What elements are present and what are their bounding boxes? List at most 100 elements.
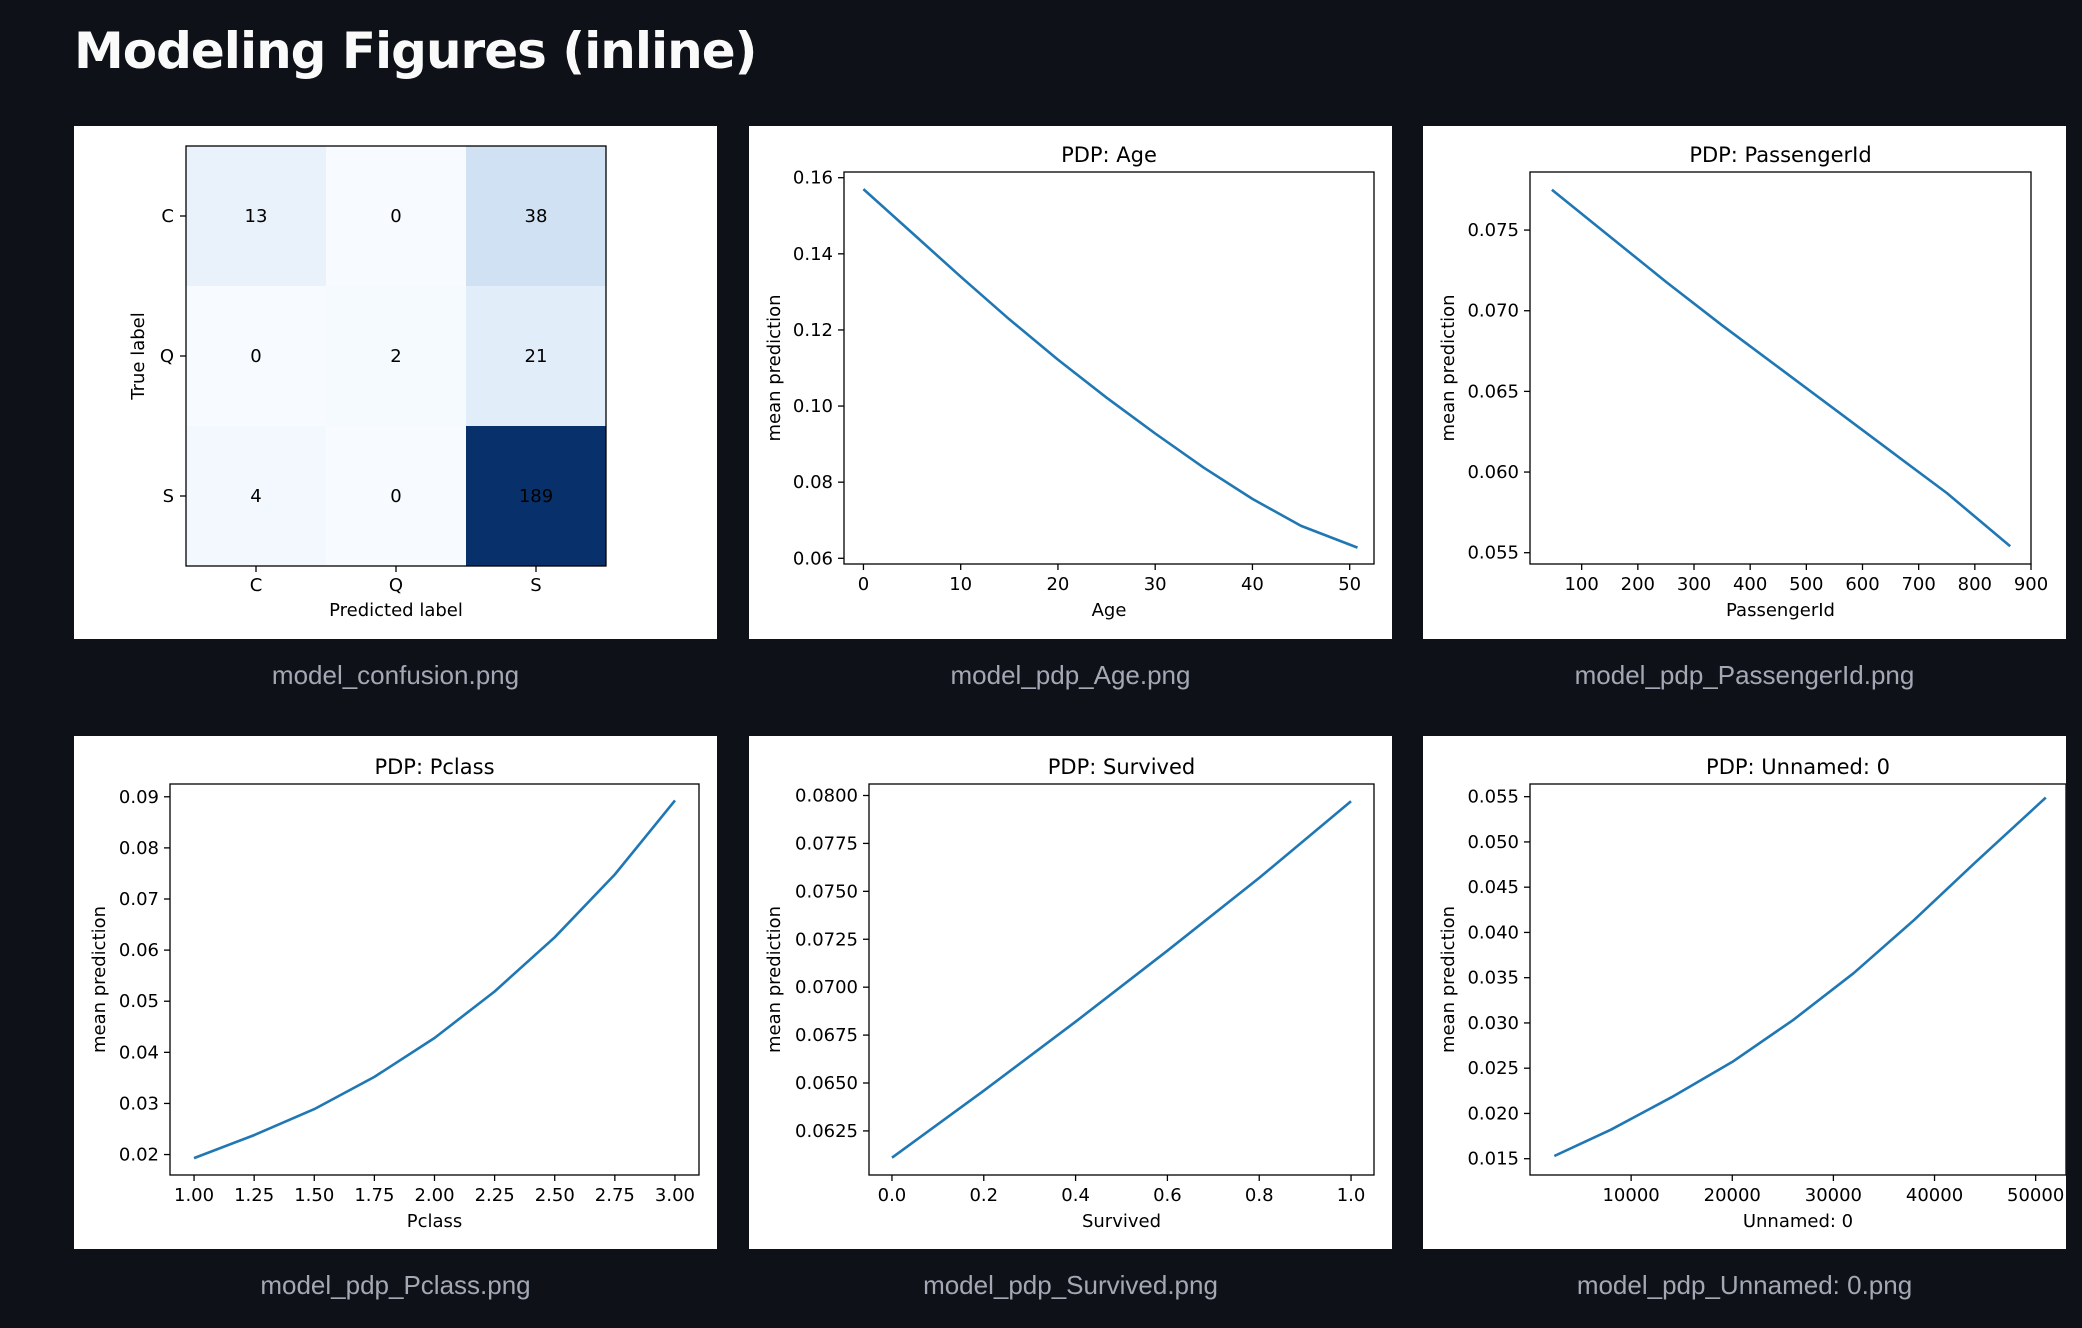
- y-tick-label: 0.04: [119, 1042, 159, 1063]
- y-tick-label: 0.12: [793, 320, 833, 341]
- y-tick-label: 0.07: [119, 889, 159, 910]
- x-tick-label: 30: [1144, 574, 1167, 595]
- y-tick-label: 0.14: [793, 244, 833, 265]
- y-tick-label: 0.070: [1467, 301, 1519, 322]
- plot-frame: [843, 171, 1375, 565]
- x-tick-label: 20: [1046, 574, 1069, 595]
- heatmap-cell-label: 189: [519, 486, 553, 507]
- plot-frame: [169, 783, 700, 1176]
- pdp-passengerid-figure: PDP: PassengerId 100 200 300 400 500 600 700 800…: [1423, 126, 2066, 639]
- series-line: [862, 188, 1358, 549]
- x-tick-label: 0.0: [878, 1185, 907, 1206]
- y-tick-label: 0.030: [1467, 1013, 1519, 1034]
- y-tick-label: 0.0800: [795, 786, 858, 807]
- pdp-pclass-figure: PDP: Pclass 1.00 1.25 1.50 1.75 2.00 2.25 2.50 2…: [74, 736, 717, 1249]
- y-tick-label: 0.09: [119, 787, 159, 808]
- pdp-unnamed-chart: PDP: Unnamed: 0 10000 20000 30000 40000 50000…: [1438, 755, 2066, 1232]
- y-tick-label: 0.06: [793, 548, 833, 569]
- heatmap-cell: [326, 146, 466, 286]
- figure-caption-unnamed: model_pdp_Unnamed: 0.png: [1576, 1270, 1913, 1300]
- heatmap-cell: [186, 146, 326, 286]
- y-tick-label: 0.035: [1467, 968, 1519, 989]
- y-tick-label: 0.060: [1467, 462, 1519, 483]
- x-tick-label: 2.25: [475, 1185, 515, 1206]
- x-tick-label: C: [250, 575, 263, 596]
- x-tick-label: 700: [1901, 574, 1935, 595]
- y-tick-label: 0.075: [1467, 220, 1519, 241]
- x-tick-label: 0: [858, 574, 869, 595]
- x-axis-label: PassengerId: [1726, 600, 1835, 621]
- x-tick-label: 1.00: [174, 1185, 214, 1206]
- confusion-matrix-figure: 13 0 38 0 2 21 4 0 189 C Q S C Q S Predicted label True …: [74, 126, 717, 639]
- y-tick-label: 0.0750: [795, 881, 858, 902]
- heatmap-cell: [326, 286, 466, 426]
- heatmap-cell: [186, 426, 326, 566]
- x-tick-label: 30000: [1805, 1185, 1862, 1206]
- heatmap-cell-label: 38: [525, 206, 548, 227]
- y-tick-label: 0.0625: [795, 1121, 858, 1142]
- x-tick-label: 1.75: [354, 1185, 394, 1206]
- pdp-survived-figure: PDP: Survived 0.0 0.2 0.4 0.6 0.8 1.0 0.0625 0.0…: [749, 736, 1392, 1249]
- x-tick-label: 600: [1845, 574, 1879, 595]
- x-axis-label: Survived: [1082, 1211, 1161, 1232]
- pdp-age-figure: PDP: Age 0 10 20 30 40 50 0.06 0.08 0.10 0.12 0.14 0…: [749, 126, 1392, 639]
- x-tick-label: 40000: [1906, 1185, 1963, 1206]
- figure-caption-pclass: model_pdp_Pclass.png: [260, 1270, 531, 1300]
- x-tick-label: 50000: [2007, 1185, 2064, 1206]
- y-axis-label: mean prediction: [89, 906, 110, 1053]
- heatmap-cell: [466, 426, 606, 566]
- y-tick-label: 0.0700: [795, 977, 858, 998]
- x-tick-label: 200: [1621, 574, 1655, 595]
- y-tick-label: Q: [160, 346, 174, 367]
- heatmap-cell-label: 4: [250, 486, 261, 507]
- heatmap-cell: [466, 146, 606, 286]
- x-tick-label: 2.00: [414, 1185, 454, 1206]
- y-tick-label: 0.065: [1467, 381, 1519, 402]
- x-tick-label: 20000: [1704, 1185, 1761, 1206]
- x-axis-label: Unnamed: 0: [1743, 1211, 1853, 1232]
- x-tick-label: 500: [1789, 574, 1823, 595]
- y-tick-label: 0.03: [119, 1093, 159, 1114]
- y-tick-label: 0.0725: [795, 929, 858, 950]
- x-tick-label: 10: [949, 574, 972, 595]
- page-title: Modeling Figures (inline): [74, 22, 758, 80]
- y-axis-label: mean prediction: [1438, 294, 1459, 441]
- pdp-pclass-chart: PDP: Pclass 1.00 1.25 1.50 1.75 2.00 2.25 2.50 2…: [89, 755, 700, 1232]
- heatmap-cell: [466, 286, 606, 426]
- y-tick-label: 0.05: [119, 991, 159, 1012]
- y-tick-label: 0.055: [1467, 543, 1519, 564]
- plot-frame: [185, 145, 607, 567]
- figure-caption-survived: model_pdp_Survived.png: [923, 1270, 1218, 1300]
- y-tick-label: 0.16: [793, 168, 833, 189]
- y-tick-label: 0.0650: [795, 1073, 858, 1094]
- x-tick-label: 900: [2014, 574, 2048, 595]
- series-line: [891, 800, 1352, 1159]
- x-tick-label: 40: [1241, 574, 1264, 595]
- y-tick-label: 0.025: [1467, 1058, 1519, 1079]
- y-tick-label: 0.015: [1467, 1149, 1519, 1170]
- y-tick-label: 0.08: [119, 838, 159, 859]
- heatmap-cell-label: 21: [525, 346, 548, 367]
- heatmap-cell-label: 13: [245, 206, 268, 227]
- x-tick-label: 100: [1564, 574, 1598, 595]
- series-line: [193, 799, 677, 1160]
- y-tick-label: 0.08: [793, 472, 833, 493]
- x-tick-label: 400: [1733, 574, 1767, 595]
- figure-caption-confusion: model_confusion.png: [271, 660, 520, 690]
- chart-title: PDP: Pclass: [374, 755, 494, 779]
- x-tick-label: 1.50: [294, 1185, 334, 1206]
- y-tick-label: 0.0675: [795, 1025, 858, 1046]
- x-tick-label: S: [530, 575, 541, 596]
- heatmap-cell-label: 0: [390, 206, 401, 227]
- heatmap-cell: [186, 286, 326, 426]
- x-tick-label: 2.50: [535, 1185, 575, 1206]
- x-tick-label: 0.6: [1153, 1185, 1182, 1206]
- plot-frame: [1529, 171, 2032, 565]
- chart-title: PDP: Survived: [1048, 755, 1195, 779]
- chart-title: PDP: Unnamed: 0: [1706, 755, 1890, 779]
- x-tick-label: 3.00: [655, 1185, 695, 1206]
- y-tick-label: 0.02: [119, 1145, 159, 1166]
- pdp-unnamed-figure: PDP: Unnamed: 0 10000 20000 30000 40000 50000…: [1423, 736, 2066, 1249]
- x-axis-label: Pclass: [407, 1211, 463, 1232]
- y-tick-label: 0.06: [119, 940, 159, 961]
